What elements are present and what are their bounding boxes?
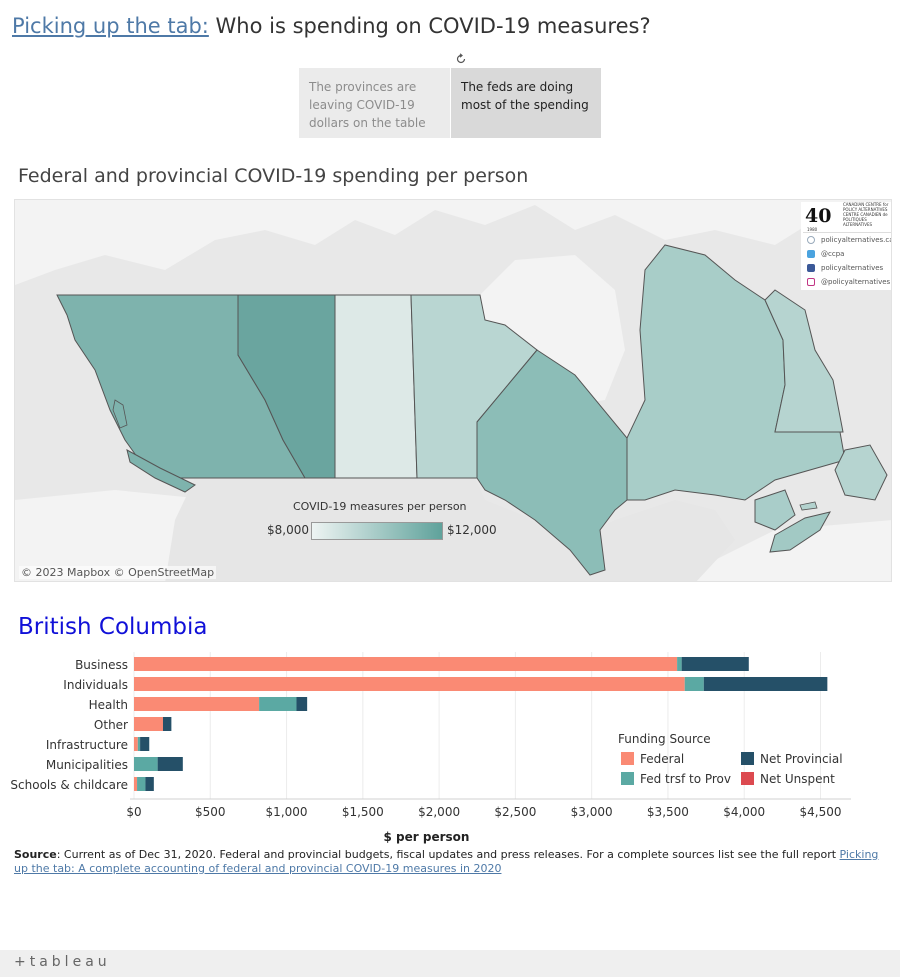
map-title: Federal and provincial COVID-19 spending… — [18, 165, 529, 187]
province-pei[interactable] — [799, 501, 818, 511]
province-saskatchewan[interactable] — [334, 294, 418, 479]
legend-label: Fed trsf to Prov — [640, 772, 731, 786]
spending-bar-chart: Business Individuals Health Other Infrastruc… — [10, 652, 851, 844]
social-twitter[interactable]: @ccpa — [807, 250, 844, 258]
social-facebook[interactable]: policyalternatives — [807, 264, 883, 272]
twitter-icon — [807, 250, 815, 258]
map-canvas — [15, 205, 891, 581]
x-tick-label: $1,000 — [266, 805, 308, 819]
facebook-icon — [807, 264, 815, 272]
bar-segment[interactable] — [162, 717, 172, 731]
bar-segment[interactable] — [145, 777, 154, 791]
feds-story-button[interactable]: The feds are doing most of the spending — [451, 68, 601, 138]
bar-segment[interactable] — [296, 697, 308, 711]
legend-swatch[interactable] — [741, 752, 754, 765]
hudson-bay-water — [475, 255, 625, 405]
haida-gwaii[interactable] — [112, 399, 128, 429]
dashboard-title: Picking up the tab: Who is spending on C… — [12, 14, 651, 38]
map-attribution[interactable]: © 2023 Mapbox © OpenStreetMap — [19, 566, 217, 579]
legend-label: Net Provincial — [760, 752, 843, 766]
province-new-brunswick[interactable] — [754, 489, 796, 531]
category-label: Health — [89, 698, 128, 712]
bar-segment[interactable] — [137, 737, 141, 751]
social-facebook-label: policyalternatives — [821, 264, 884, 272]
ccpa-logo-year: 1980 — [807, 227, 818, 232]
dashboard-subtitle: Who is spending on COVID-19 measures? — [208, 14, 651, 38]
map-legend-min: $8,000 — [267, 523, 309, 537]
vancouver-island[interactable] — [126, 449, 196, 493]
legend-swatch[interactable] — [741, 772, 754, 785]
ccpa-logo-mark: 40 — [805, 205, 832, 227]
bar-segment[interactable] — [684, 677, 704, 691]
category-label: Other — [94, 718, 128, 732]
bar-segment[interactable] — [134, 737, 138, 751]
bar-segment[interactable] — [157, 757, 183, 771]
legend-title: Funding Source — [618, 732, 711, 746]
ccpa-logo-panel: 40 CANADIAN CENTRE for POLICY ALTERNATIV… — [801, 202, 892, 290]
selected-province-title: British Columbia — [18, 614, 208, 640]
canada-map[interactable]: COVID-19 measures per person $8,000 $12,… — [14, 199, 892, 582]
social-twitter-label: @ccpa — [821, 250, 845, 258]
legend-label: Federal — [640, 752, 684, 766]
x-axis-title: $ per person — [384, 830, 470, 844]
x-tick-label: $2,500 — [494, 805, 536, 819]
source-label: Source — [14, 848, 57, 861]
bar-segment[interactable] — [259, 697, 297, 711]
x-tick-label: $500 — [195, 805, 226, 819]
report-title-link[interactable]: Picking up the tab: — [12, 14, 209, 38]
bar-segment[interactable] — [134, 697, 260, 711]
map-legend-max: $12,000 — [447, 523, 497, 537]
legend-swatch[interactable] — [621, 752, 634, 765]
province-ontario[interactable] — [476, 349, 628, 576]
bar-segment[interactable] — [134, 677, 685, 691]
province-newfoundland[interactable] — [834, 444, 888, 501]
ccpa-logo-text: CANADIAN CENTRE for POLICY ALTERNATIVES … — [843, 202, 889, 227]
province-nova-scotia[interactable] — [769, 511, 831, 553]
bar-segment[interactable] — [134, 657, 678, 671]
web-icon — [807, 236, 815, 244]
bar-segment[interactable] — [137, 777, 146, 791]
x-tick-label: $4,500 — [799, 805, 841, 819]
category-label: Municipalities — [46, 758, 128, 772]
bar-segment[interactable] — [677, 657, 682, 671]
bar-segment[interactable] — [140, 737, 150, 751]
category-label: Individuals — [63, 678, 128, 692]
x-tick-label: $3,500 — [647, 805, 689, 819]
x-tick-label: $0 — [126, 805, 141, 819]
bar-segment[interactable] — [134, 777, 138, 791]
source-note: Source: Current as of Dec 31, 2020. Fede… — [14, 848, 894, 876]
category-label: Infrastructure — [46, 738, 128, 752]
category-label: Schools & childcare — [10, 778, 128, 792]
x-tick-label: $1,500 — [342, 805, 384, 819]
full-report-link[interactable]: Picking up the tab: A complete accountin… — [14, 848, 879, 875]
tableau-footer: +tableau — [0, 950, 900, 977]
social-web-label: policyalternatives.ca — [821, 236, 892, 244]
category-label: Business — [75, 658, 128, 672]
x-tick-label: $3,000 — [571, 805, 613, 819]
bar-segment[interactable] — [134, 757, 158, 771]
divider — [803, 232, 891, 233]
tableau-logo[interactable]: +tableau — [14, 954, 111, 970]
legend-label: Net Unspent — [760, 772, 835, 786]
social-instagram-label: @policyalternatives — [821, 278, 891, 286]
legend-swatch[interactable] — [621, 772, 634, 785]
map-legend-title: COVID-19 measures per person — [293, 500, 467, 513]
x-tick-label: $2,000 — [418, 805, 460, 819]
social-web[interactable]: policyalternatives.ca — [807, 236, 892, 244]
bar-segment[interactable] — [703, 677, 828, 691]
map-legend-gradient — [311, 522, 443, 540]
instagram-icon — [807, 278, 815, 286]
social-instagram[interactable]: @policyalternatives — [807, 278, 890, 286]
bar-segment[interactable] — [681, 657, 749, 671]
refresh-icon[interactable] — [455, 53, 467, 65]
bar-segment[interactable] — [134, 717, 163, 731]
source-text: : Current as of Dec 31, 2020. Federal an… — [56, 848, 840, 861]
provinces-story-button[interactable]: The provinces are leaving COVID-19 dolla… — [299, 68, 450, 138]
x-tick-label: $4,000 — [723, 805, 765, 819]
province-labrador[interactable] — [764, 289, 844, 433]
